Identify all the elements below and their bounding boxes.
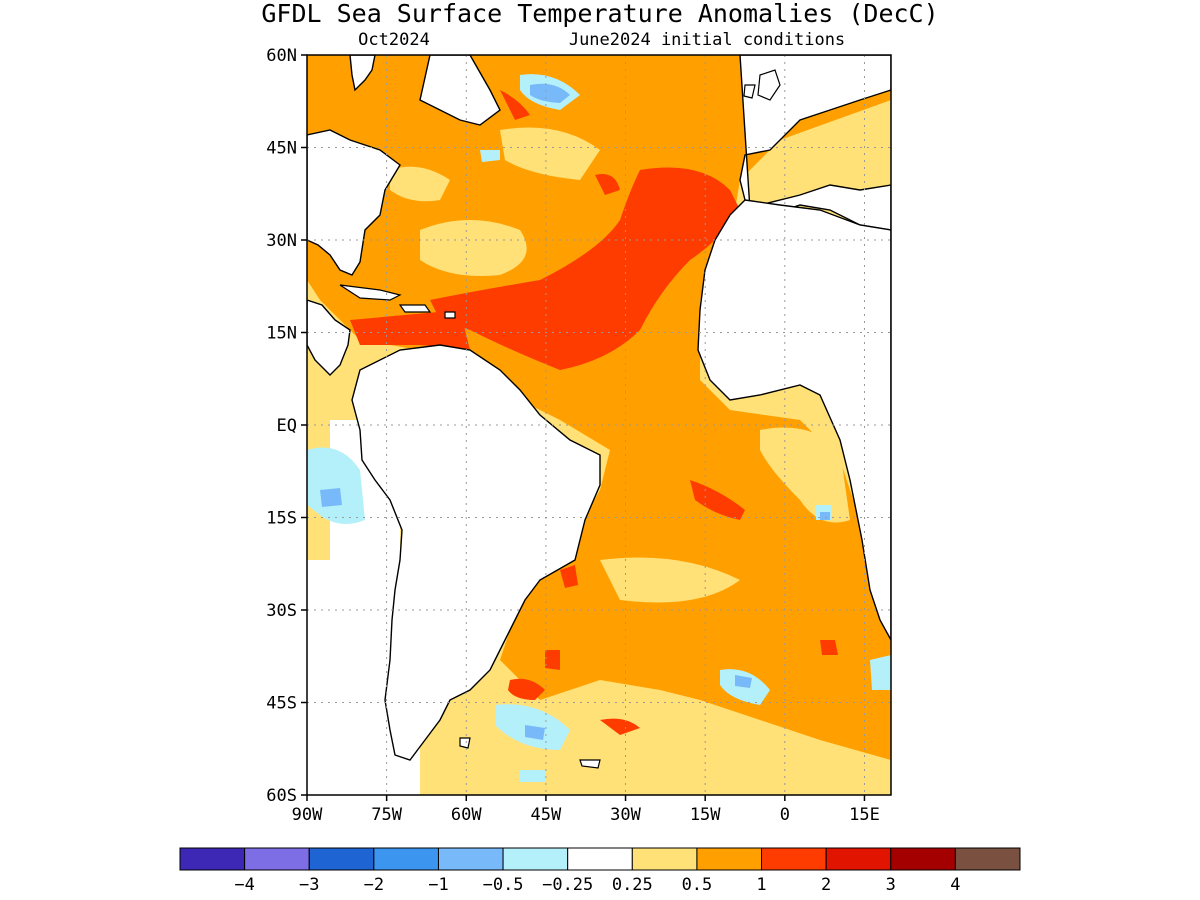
land-south-america <box>351 344 601 761</box>
colorbar-swatch <box>696 847 763 871</box>
colorbar-swatch <box>308 847 375 871</box>
colorbar-swatch <box>954 847 1021 871</box>
land-iberia-uk <box>743 69 781 101</box>
colorbar-swatch <box>761 847 827 871</box>
colorbar-label: −0.25 <box>542 875 593 895</box>
colorbar-label: −3 <box>299 875 319 895</box>
lon-label: 45W <box>531 805 562 825</box>
colorbar-label: 0.25 <box>612 875 653 895</box>
colorbar-label: 4 <box>950 875 960 895</box>
lat-label: 60S <box>266 786 297 806</box>
colorbar <box>179 847 1021 871</box>
land-caribbean-islands <box>339 284 456 319</box>
lon-label: 0 <box>780 805 790 825</box>
lat-label: 30S <box>266 601 297 621</box>
colorbar-label: −0.5 <box>483 875 524 895</box>
colorbar-swatch <box>890 847 956 871</box>
colorbar-swatch <box>244 847 310 871</box>
anomaly-region-weak-patch-north <box>330 127 600 410</box>
colorbar-swatch <box>825 847 892 871</box>
colorbar-swatch <box>373 847 439 871</box>
anomaly-region-weak-patch-southeast <box>600 427 850 603</box>
lat-label: 15S <box>266 509 297 529</box>
longitude-labels: 90W 75W 60W 45W 30W 15W 0 15E <box>292 805 880 825</box>
colorbar-label: −2 <box>364 875 384 895</box>
latitude-labels: 60N 45N 30N 15N EQ 15S 30S 45S 60S <box>266 46 297 806</box>
land-africa <box>697 199 891 641</box>
lon-label: 15E <box>849 805 880 825</box>
colorbar-label: 1 <box>756 875 766 895</box>
colorbar-label: 3 <box>886 875 896 895</box>
map-panel: 60N 45N 30N 15N EQ 15S 30S 45S 60S 90W 75W 60W 45W 3… <box>266 46 892 825</box>
axis-ticks <box>301 54 866 801</box>
colorbar-label: −1 <box>428 875 448 895</box>
colorbar-labels: −4 −3 −2 −1 −0.5 −0.25 0.25 0.5 1 2 3 4 <box>234 875 960 895</box>
colorbar-swatch <box>631 847 698 871</box>
figure-subtitle-init: June2024 initial conditions <box>569 30 845 50</box>
figure-title: GFDL Sea Surface Temperature Anomalies (… <box>261 0 938 28</box>
lon-label: 15W <box>690 805 721 825</box>
lat-label: 30N <box>266 231 297 251</box>
graticule <box>307 55 891 795</box>
anomaly-shading <box>307 55 891 795</box>
lon-label: 75W <box>371 805 402 825</box>
colorbar-label: 0.5 <box>682 875 713 895</box>
land-north-america <box>307 129 401 376</box>
colorbar-swatch <box>567 847 633 871</box>
colorbar-label: −4 <box>234 875 254 895</box>
figure-subtitle-month: Oct2024 <box>358 30 430 50</box>
land-antarctic-peninsula-tip <box>459 737 601 769</box>
lon-label: 90W <box>292 805 323 825</box>
colorbar-swatch <box>502 847 569 871</box>
land-greenland-canada-north <box>349 55 501 126</box>
lat-label: 60N <box>266 46 297 66</box>
lon-label: 30W <box>610 805 641 825</box>
colorbar-swatch <box>437 847 504 871</box>
lat-label: EQ <box>277 416 297 436</box>
lon-label: 60W <box>451 805 482 825</box>
colorbar-swatch <box>179 847 246 871</box>
lat-label: 15N <box>266 324 297 344</box>
colorbar-label: 2 <box>821 875 831 895</box>
lat-label: 45S <box>266 694 297 714</box>
lat-label: 45N <box>266 139 297 159</box>
